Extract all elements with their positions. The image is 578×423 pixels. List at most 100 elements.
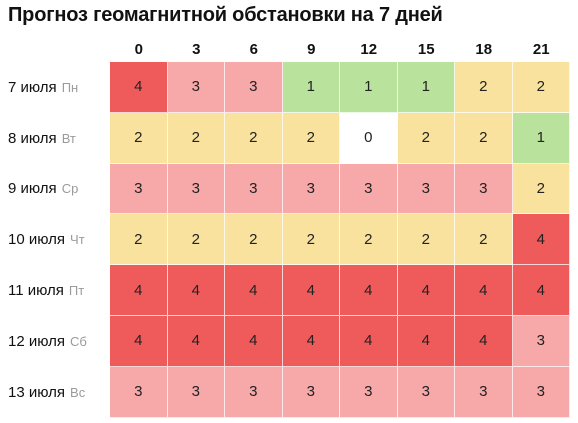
kp-index-cell: 3 [225,163,283,215]
day-label: 11 июля Пт [0,265,110,316]
kp-index-cell: 3 [225,62,283,113]
kp-index-cell: 4 [225,265,283,316]
forecast-row: 9 июля Ср 3 3 3 3 3 3 3 2 [0,163,578,215]
kp-index-cell: 2 [110,214,168,266]
kp-index-cell: 3 [225,366,283,418]
forecast-row: 10 июля Чт 2 2 2 2 2 2 2 4 [0,214,578,266]
day-of-week: Пн [61,79,79,95]
kp-index-cell: 2 [512,163,570,215]
forecast-row: 11 июля Пт 4 4 4 4 4 4 4 4 [0,265,578,316]
day-date: 13 июля [8,383,66,401]
hour-label: 18 [475,41,493,58]
hour-header-row: 0 3 6 9 12 15 18 21 [110,40,570,60]
day-label: 10 июля Чт [0,214,110,265]
kp-index-cell: 4 [110,62,168,113]
kp-index-cell: 1 [512,112,570,164]
kp-index-cell: 4 [397,265,455,316]
kp-index-cell: 2 [282,112,340,164]
kp-index-cell: 4 [225,316,283,367]
kp-index-cell: 4 [455,265,513,316]
kp-index-cell: 4 [340,316,398,367]
kp-index-cell: 2 [110,112,168,164]
kp-index-cell: 3 [340,366,398,418]
kp-index-cell: 4 [110,265,168,316]
kp-index-cell: 4 [282,265,340,316]
kp-index-cell: 3 [282,163,340,215]
forecast-row: 7 июля Пн 4 3 3 1 1 1 2 2 [0,62,578,113]
hour-label: 15 [417,41,435,58]
kp-index-cell: 2 [397,112,455,164]
kp-index-cell: 3 [110,366,168,418]
kp-index-cell: 3 [340,163,398,215]
forecast-row: 8 июля Вт 2 2 2 2 0 2 2 1 [0,112,578,164]
day-of-week: Ср [61,181,79,197]
kp-index-cell: 0 [340,112,398,164]
day-date: 9 июля [8,180,57,198]
hour-label: 21 [532,41,550,58]
kp-index-cell: 4 [512,265,570,316]
day-of-week: Пт [68,283,85,299]
kp-index-cell: 4 [282,316,340,367]
hour-label: 0 [134,41,143,58]
day-label: 13 июля Вс [0,367,110,418]
hour-label: 12 [360,41,378,58]
hour-label: 6 [249,41,258,58]
kp-index-cell: 4 [455,316,513,367]
forecast-row: 13 июля Вс 3 3 3 3 3 3 3 3 [0,366,578,418]
kp-index-cell: 2 [455,62,513,113]
day-date: 10 июля [8,231,66,249]
kp-index-cell: 3 [512,366,570,418]
kp-index-cell: 2 [167,214,225,266]
day-date: 7 июля [8,78,57,96]
kp-index-cell: 3 [167,163,225,215]
kp-index-cell: 1 [340,62,398,113]
kp-index-cell: 2 [225,112,283,164]
kp-index-cell: 4 [167,316,225,367]
day-label: 7 июля Пн [0,62,110,113]
kp-index-cell: 2 [512,62,570,113]
kp-index-cell: 3 [282,366,340,418]
kp-index-cell: 2 [455,214,513,266]
kp-index-cell: 1 [397,62,455,113]
day-date: 11 июля [8,282,64,300]
day-label: 9 июля Ср [0,164,110,215]
kp-index-cell: 2 [455,112,513,164]
kp-index-cell: 2 [282,214,340,266]
hour-label: 3 [192,41,201,58]
day-label: 12 июля Сб [0,316,110,367]
kp-index-cell: 3 [397,163,455,215]
kp-index-cell: 3 [512,316,570,367]
kp-index-cell: 2 [397,214,455,266]
kp-index-cell: 2 [167,112,225,164]
kp-index-cell: 4 [397,316,455,367]
kp-index-cell: 4 [110,316,168,367]
kp-index-cell: 4 [340,265,398,316]
kp-index-cell: 2 [225,214,283,266]
kp-index-cell: 3 [397,366,455,418]
day-of-week: Вт [61,130,76,146]
kp-index-cell: 4 [167,265,225,316]
day-of-week: Вс [70,384,86,400]
day-date: 12 июля [8,332,66,350]
hour-label: 9 [307,41,316,58]
kp-index-cell: 3 [455,163,513,215]
kp-index-cell: 3 [110,163,168,215]
kp-index-cell: 4 [512,214,570,266]
kp-index-cell: 3 [455,366,513,418]
kp-index-cell: 1 [282,62,340,113]
day-of-week: Чт [70,232,85,248]
day-of-week: Сб [70,333,87,349]
kp-index-cell: 2 [340,214,398,266]
kp-index-cell: 3 [167,62,225,113]
day-date: 8 июля [8,129,57,147]
day-label: 8 июля Вт [0,113,110,164]
kp-index-cell: 3 [167,366,225,418]
